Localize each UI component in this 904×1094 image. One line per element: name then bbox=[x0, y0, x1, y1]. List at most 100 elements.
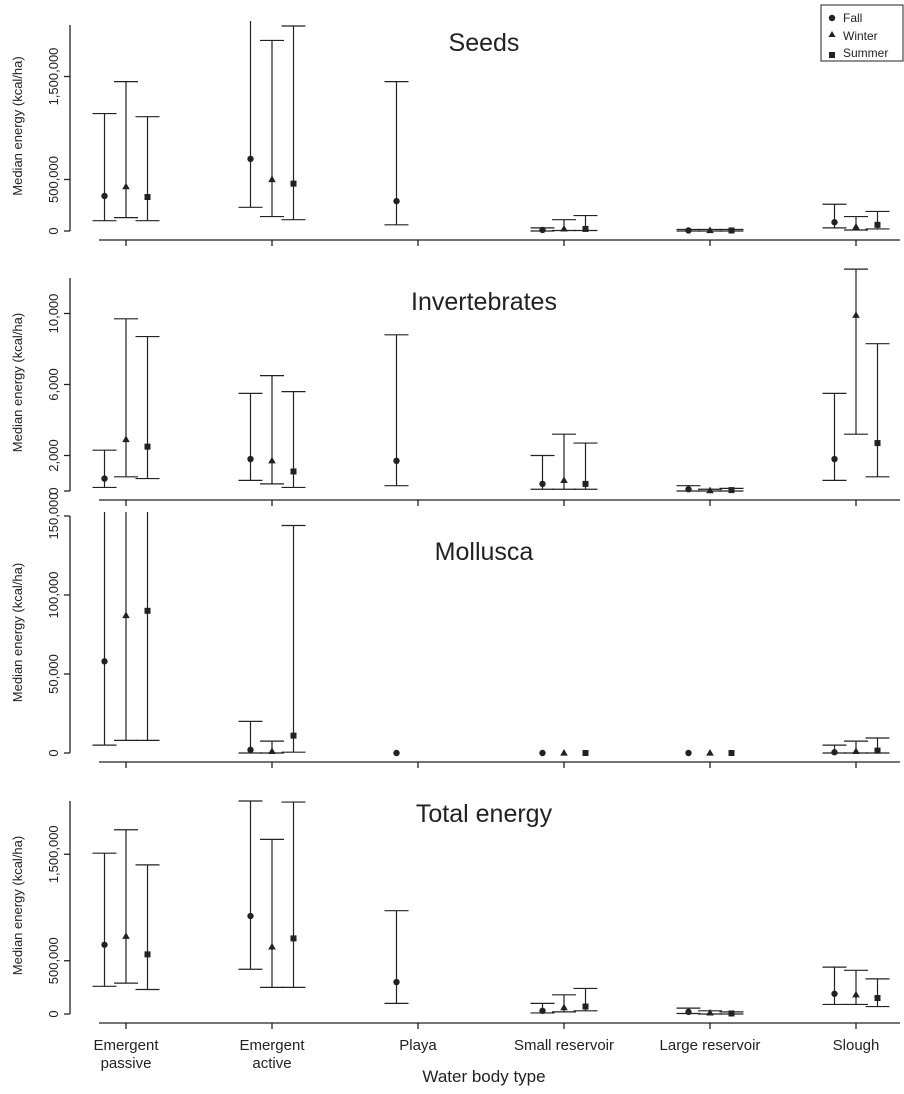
x-category-label-emergent-passive: Emergent passive bbox=[93, 1037, 159, 1072]
invertebrates-point-summer bbox=[582, 480, 589, 487]
mollusca-point-summer bbox=[144, 607, 151, 614]
total-energy-point-fall bbox=[247, 912, 254, 920]
mollusca-y-tick-label: 150,000 bbox=[46, 493, 61, 540]
invertebrates-point-winter bbox=[122, 435, 130, 443]
mollusca-point-winter bbox=[268, 747, 276, 755]
legend: Fall Winter Summer bbox=[820, 4, 904, 62]
total-energy-panel-title: Total energy bbox=[416, 800, 553, 828]
panel-seeds: 0 500,000 1,500,000 Median energy (kcal/ha)… bbox=[10, 21, 900, 246]
mollusca-point-summer bbox=[874, 747, 881, 754]
total-energy-point-winter bbox=[560, 1003, 568, 1011]
total-energy-point-winter bbox=[706, 1008, 714, 1016]
seeds-point-summer bbox=[874, 221, 881, 228]
mollusca-point-winter bbox=[852, 747, 860, 755]
seeds-panel-title: Seeds bbox=[449, 29, 520, 57]
invertebrates-y-tick-label: 6,000 bbox=[46, 368, 61, 401]
mollusca-point-winter bbox=[122, 611, 130, 619]
invertebrates-point-winter bbox=[706, 486, 714, 494]
invertebrates-point-winter bbox=[560, 476, 568, 483]
mollusca-y-tick-label: 100,000 bbox=[46, 572, 61, 619]
total-energy-point-summer bbox=[582, 1003, 589, 1010]
x-category-label-emergent-active: Emergent active bbox=[239, 1037, 305, 1072]
seeds-point-winter bbox=[560, 224, 568, 232]
seeds-point-winter bbox=[268, 175, 276, 183]
seeds-point-fall bbox=[685, 227, 692, 234]
mollusca-point-winter bbox=[560, 749, 568, 756]
total-energy-point-fall bbox=[393, 978, 400, 986]
mollusca-y-axis-label: Median energy (kcal/ha) bbox=[10, 563, 25, 702]
seeds-y-tick-label: 1,500,000 bbox=[46, 48, 61, 106]
legend-marker-fall bbox=[828, 14, 836, 22]
invertebrates-point-summer bbox=[728, 487, 735, 494]
invertebrates-panel-title: Invertebrates bbox=[411, 288, 557, 316]
mollusca-point-summer bbox=[290, 732, 297, 739]
legend-label-fall: Fall bbox=[843, 11, 862, 25]
invertebrates-point-fall bbox=[831, 455, 838, 463]
seeds-point-summer bbox=[144, 194, 151, 201]
seeds-point-summer bbox=[728, 227, 735, 234]
invertebrates-y-tick-label: 2,000 bbox=[46, 439, 61, 472]
total-energy-point-summer bbox=[874, 995, 881, 1002]
panel-total-energy: 0 500,000 1,500,000 Median energy (kcal/ha)… bbox=[10, 800, 900, 1029]
mollusca-point-summer bbox=[728, 750, 735, 756]
mollusca-y-tick-label: 0 bbox=[46, 749, 61, 756]
total-energy-point-summer bbox=[728, 1010, 735, 1017]
seeds-point-fall bbox=[393, 197, 400, 205]
invertebrates-y-tick-label: 0 bbox=[46, 487, 61, 494]
total-energy-point-fall bbox=[539, 1007, 546, 1015]
x-category-labels: Emergent passive Emergent active Playa Small … bbox=[93, 1037, 879, 1072]
mollusca-panel-title: Mollusca bbox=[435, 538, 534, 566]
seeds-point-winter bbox=[706, 226, 714, 234]
mollusca-point-fall bbox=[101, 658, 108, 665]
total-energy-point-fall bbox=[831, 990, 838, 997]
invertebrates-point-summer bbox=[144, 443, 151, 450]
total-energy-point-fall bbox=[101, 941, 108, 948]
total-energy-point-summer bbox=[144, 951, 151, 958]
mollusca-point-fall bbox=[539, 749, 546, 757]
total-energy-y-axis-label: Median energy (kcal/ha) bbox=[10, 836, 25, 975]
panel-invertebrates: 0 2,000 6,000 10,000 Median energy (kcal/ha)… bbox=[10, 268, 900, 506]
x-axis-label: Water body type bbox=[422, 1067, 545, 1086]
seeds-y-tick-label: 0 bbox=[46, 227, 61, 234]
invertebrates-point-winter bbox=[852, 311, 860, 318]
x-category-label-playa: Playa bbox=[399, 1037, 437, 1054]
legend-label-summer: Summer bbox=[843, 46, 888, 60]
invertebrates-point-fall bbox=[539, 480, 546, 488]
seeds-point-summer bbox=[290, 180, 297, 187]
total-energy-y-tick-label: 0 bbox=[46, 1010, 61, 1017]
seeds-point-fall bbox=[247, 155, 254, 163]
total-energy-y-tick-label: 1,500,000 bbox=[46, 825, 61, 883]
invertebrates-point-fall bbox=[247, 455, 254, 463]
total-energy-point-summer bbox=[290, 935, 297, 942]
mollusca-point-fall bbox=[247, 746, 254, 754]
mollusca-point-summer bbox=[582, 750, 589, 756]
x-category-label-slough: Slough bbox=[833, 1037, 880, 1054]
mollusca-y-tick-label: 50,000 bbox=[46, 654, 61, 694]
total-energy-y-tick-label: 500,000 bbox=[46, 937, 61, 984]
invertebrates-point-fall bbox=[393, 457, 400, 465]
panel-mollusca: 0 50,000 100,000 150,000 Median energy (kcal… bbox=[10, 493, 900, 768]
seeds-point-winter bbox=[852, 222, 860, 230]
invertebrates-y-tick-label: 10,000 bbox=[46, 294, 61, 334]
panels: 0 500,000 1,500,000 Median energy (kcal/ha)… bbox=[10, 21, 900, 1029]
total-energy-point-winter bbox=[852, 990, 860, 998]
seeds-point-fall bbox=[101, 192, 108, 200]
legend-label-winter: Winter bbox=[843, 29, 878, 43]
seeds-point-winter bbox=[122, 182, 130, 190]
x-category-label-large-reservoir: Large reservoir bbox=[660, 1037, 761, 1054]
total-energy-point-winter bbox=[268, 942, 276, 950]
invertebrates-point-winter bbox=[268, 456, 276, 464]
invertebrates-point-fall bbox=[685, 486, 692, 493]
legend-marker-winter bbox=[828, 31, 836, 37]
invertebrates-y-axis-label: Median energy (kcal/ha) bbox=[10, 313, 25, 452]
seeds-y-tick-label: 500,000 bbox=[46, 156, 61, 203]
seeds-y-axis-label: Median energy (kcal/ha) bbox=[10, 56, 25, 195]
legend-box bbox=[820, 4, 904, 62]
mollusca-point-fall bbox=[685, 749, 692, 757]
seeds-point-fall bbox=[831, 219, 838, 226]
total-energy-point-winter bbox=[122, 932, 130, 939]
total-energy-point-fall bbox=[685, 1008, 692, 1016]
invertebrates-point-summer bbox=[290, 468, 297, 475]
seeds-point-fall bbox=[539, 226, 546, 234]
